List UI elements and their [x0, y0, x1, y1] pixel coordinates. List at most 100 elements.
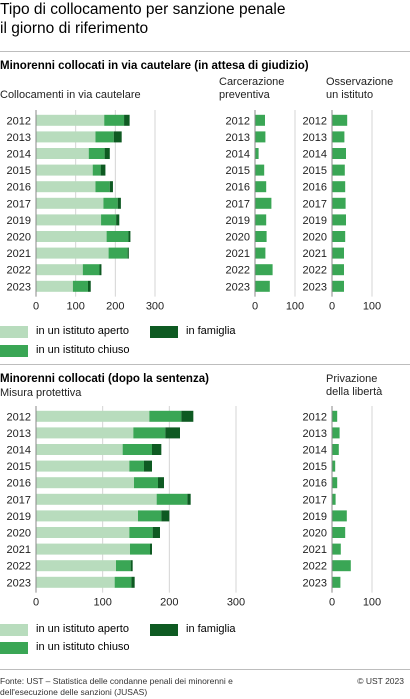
category-label-cautelare-2012: 2012	[7, 115, 31, 127]
bar-cautelare-chiuso-2016	[95, 181, 110, 193]
category-label-misura-2012: 2012	[7, 411, 31, 423]
title-line-2: il giorno di riferimento	[0, 20, 149, 37]
bar-misura-famiglia-2019	[161, 510, 170, 522]
bar-misura-chiuso-2020	[129, 527, 153, 538]
category-label-carcerazione-2012: 2012	[226, 115, 250, 127]
bar-privazione-2020	[332, 527, 346, 538]
bar-carcerazione-2019	[255, 214, 267, 226]
bar-misura-famiglia-2020	[152, 527, 160, 538]
bar-misura-aperto-2013	[36, 427, 134, 439]
category-label-osservazione-2021: 2021	[303, 248, 327, 260]
bar-cautelare-aperto-2019	[36, 214, 102, 226]
tick-label-cautelare-200: 200	[106, 301, 124, 313]
bar-misura-chiuso-2014	[122, 444, 152, 455]
tick-label-privazione-100: 100	[363, 597, 381, 609]
bar-cautelare-aperto-2021	[36, 247, 109, 259]
panel-title-misura: Misura protettiva	[0, 387, 82, 399]
bar-cautelare-famiglia-2022	[99, 264, 102, 276]
category-label-privazione-2022: 2022	[303, 561, 327, 573]
bar-cautelare-chiuso-2017	[103, 197, 118, 209]
divider-middle	[0, 364, 410, 365]
category-label-cautelare-2023: 2023	[7, 281, 31, 293]
category-label-osservazione-2012: 2012	[303, 115, 327, 127]
panel-title-collocamenti: Collocamenti in via cautelare	[0, 89, 141, 101]
bar-osservazione-2017	[332, 197, 346, 209]
bar-misura-chiuso-2021	[130, 543, 150, 555]
bar-misura-famiglia-2017	[187, 493, 191, 505]
category-label-misura-2016: 2016	[7, 478, 31, 490]
category-label-privazione-2016: 2016	[303, 478, 327, 490]
bar-misura-chiuso-2013	[133, 427, 166, 439]
legend-label-chiuso-2: in un istituto chiuso	[36, 641, 130, 653]
bar-misura-aperto-2015	[36, 460, 130, 472]
tick-label-privazione-0: 0	[329, 597, 335, 609]
bar-cautelare-chiuso-2015	[92, 164, 101, 176]
bar-cautelare-aperto-2017	[36, 197, 104, 209]
footer-line-2: dell'esecuzione delle sanzioni (JUSAS)	[0, 687, 148, 697]
copyright: © UST 2023	[357, 676, 404, 686]
bar-cautelare-chiuso-2019	[101, 214, 117, 226]
tick-label-carcerazione-100: 100	[286, 301, 304, 313]
bar-carcerazione-2015	[255, 164, 265, 176]
bar-cautelare-famiglia-2020	[128, 231, 131, 242]
bar-cautelare-famiglia-2013	[113, 131, 122, 143]
category-label-privazione-2019: 2019	[303, 511, 327, 523]
tick-label-misura-200: 200	[160, 597, 178, 609]
section-title-cautelare: Minorenni collocati in via cautelare (in…	[0, 60, 309, 72]
bar-misura-aperto-2012	[36, 410, 150, 422]
category-label-cautelare-2020: 2020	[7, 232, 31, 244]
category-label-carcerazione-2023: 2023	[226, 281, 250, 293]
bar-misura-chiuso-2016	[134, 477, 158, 489]
category-label-carcerazione-2020: 2020	[226, 232, 250, 244]
panel-title-osservazione: Osservazione un istituto	[326, 76, 393, 102]
bar-misura-aperto-2017	[36, 493, 157, 505]
category-label-carcerazione-2022: 2022	[226, 265, 250, 277]
category-label-misura-2022: 2022	[7, 561, 31, 573]
bar-osservazione-2014	[332, 148, 346, 159]
bar-privazione-2013	[332, 427, 340, 439]
bar-cautelare-chiuso-2014	[88, 148, 105, 159]
category-label-osservazione-2022: 2022	[303, 265, 327, 277]
tick-label-misura-0: 0	[33, 597, 39, 609]
category-label-osservazione-2016: 2016	[303, 182, 327, 194]
bar-privazione-2016	[332, 477, 338, 489]
category-label-misura-2023: 2023	[7, 577, 31, 589]
category-label-carcerazione-2019: 2019	[226, 215, 250, 227]
bar-cautelare-chiuso-2022	[82, 264, 100, 276]
divider-bottom	[0, 669, 410, 670]
category-label-privazione-2021: 2021	[303, 544, 327, 556]
bar-misura-famiglia-2015	[144, 460, 152, 472]
tick-label-carcerazione-0: 0	[252, 301, 258, 313]
bar-cautelare-aperto-2013	[36, 131, 96, 143]
bar-carcerazione-2012	[255, 114, 265, 126]
bar-misura-famiglia-2021	[150, 543, 152, 555]
legend-swatch-famiglia	[150, 326, 178, 338]
bar-osservazione-2016	[332, 181, 346, 193]
bar-cautelare-famiglia-2016	[109, 181, 113, 193]
category-label-cautelare-2022: 2022	[7, 265, 31, 277]
chart-title: Tipo di collocamento per sanzione penale…	[0, 0, 410, 38]
category-label-cautelare-2021: 2021	[7, 248, 31, 260]
bar-cautelare-chiuso-2021	[108, 247, 128, 259]
category-label-osservazione-2015: 2015	[303, 165, 327, 177]
category-label-osservazione-2013: 2013	[303, 132, 327, 144]
bar-privazione-2021	[332, 543, 341, 555]
bar-misura-chiuso-2017	[156, 493, 188, 505]
category-label-osservazione-2020: 2020	[303, 232, 327, 244]
bar-cautelare-aperto-2023	[36, 280, 73, 292]
bar-carcerazione-2013	[255, 131, 266, 143]
bar-misura-famiglia-2016	[158, 477, 164, 489]
category-label-misura-2013: 2013	[7, 428, 31, 440]
bar-cautelare-famiglia-2014	[104, 148, 110, 159]
tick-label-osservazione-0: 0	[329, 301, 335, 313]
bar-osservazione-2013	[332, 131, 345, 143]
category-label-misura-2019: 2019	[7, 511, 31, 523]
bar-cautelare-aperto-2020	[36, 231, 107, 242]
section-title-sentenza: Minorenni collocati (dopo la sentenza)	[0, 373, 209, 385]
bar-carcerazione-2023	[255, 280, 270, 292]
bar-carcerazione-2016	[255, 181, 267, 193]
bar-privazione-2019	[332, 510, 347, 522]
category-label-carcerazione-2013: 2013	[226, 132, 250, 144]
bar-cautelare-aperto-2014	[36, 148, 89, 159]
